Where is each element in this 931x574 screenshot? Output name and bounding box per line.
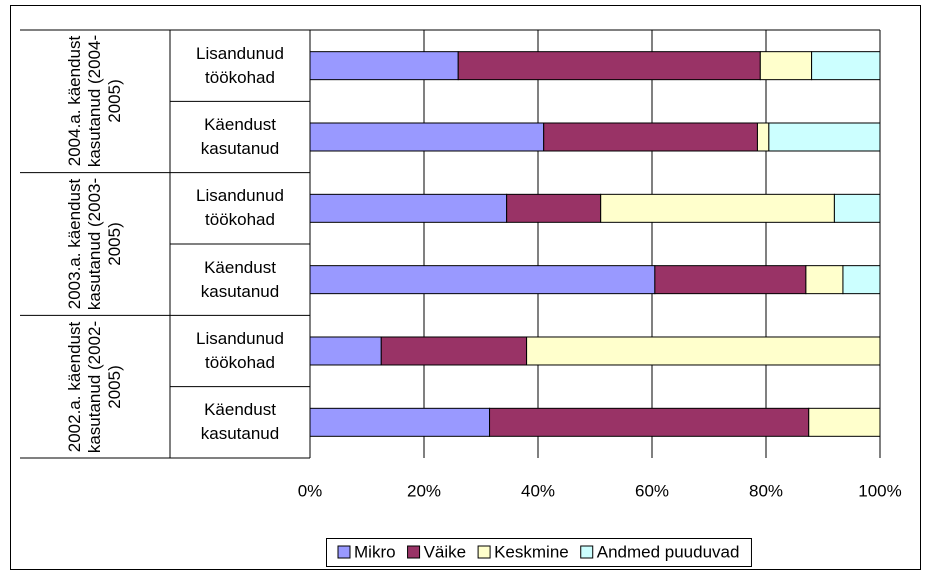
legend-label: Väike xyxy=(424,542,467,561)
bar-segment xyxy=(309,407,491,437)
bar-segment xyxy=(842,265,881,295)
category-label: Lisandunud töökohad xyxy=(196,186,284,230)
x-tick-label: 80% xyxy=(749,481,783,500)
legend-label: Keskmine xyxy=(494,542,569,561)
group-label: 2003.a. käendust kasutanud (2003-2005) xyxy=(65,177,124,311)
bar-segment xyxy=(811,51,881,81)
category-label: Käendust kasutanud xyxy=(200,114,280,158)
category-label: Lisandunud töökohad xyxy=(196,43,284,87)
legend-box xyxy=(326,538,752,567)
bar-segment xyxy=(457,51,761,81)
bar-segment xyxy=(543,122,758,152)
legend-swatch xyxy=(337,545,351,559)
category-label: Käendust kasutanud xyxy=(200,257,280,301)
bar-segment xyxy=(805,265,844,295)
group-label: 2002.a. käendust kasutanud (2002-2005) xyxy=(65,320,124,453)
group-label: 2004.a. käendust kasutanud (2004-2005) xyxy=(65,35,124,168)
legend-label: Mikro xyxy=(354,542,396,561)
legend-swatch xyxy=(477,545,491,559)
bar-segment xyxy=(600,193,835,223)
x-tick-label: 0% xyxy=(298,481,323,500)
bar-segment xyxy=(309,51,459,81)
x-tick-label: 20% xyxy=(407,481,441,500)
bar-segment xyxy=(489,407,810,437)
bar-segment xyxy=(309,193,508,223)
bar-segment xyxy=(380,336,528,366)
legend-swatch xyxy=(407,545,421,559)
legend-swatch xyxy=(580,545,594,559)
bar-segment xyxy=(309,336,382,366)
bar-segment xyxy=(833,193,881,223)
category-label: Käendust kasutanud xyxy=(200,400,280,444)
bar-segment xyxy=(526,336,881,366)
bar-segment xyxy=(309,122,545,152)
x-tick-label: 40% xyxy=(521,481,555,500)
legend-label: Andmed puuduvad xyxy=(597,542,740,561)
x-tick-label: 100% xyxy=(858,481,901,500)
bar-segment xyxy=(309,265,656,295)
bar-segment xyxy=(808,407,881,437)
x-tick-label: 60% xyxy=(635,481,669,500)
bar-segment xyxy=(756,122,770,152)
bar-segment xyxy=(506,193,602,223)
bar-segment xyxy=(768,122,881,152)
category-label: Lisandunud töökohad xyxy=(196,328,284,372)
bar-segment xyxy=(759,51,813,81)
bar-segment xyxy=(654,265,807,295)
